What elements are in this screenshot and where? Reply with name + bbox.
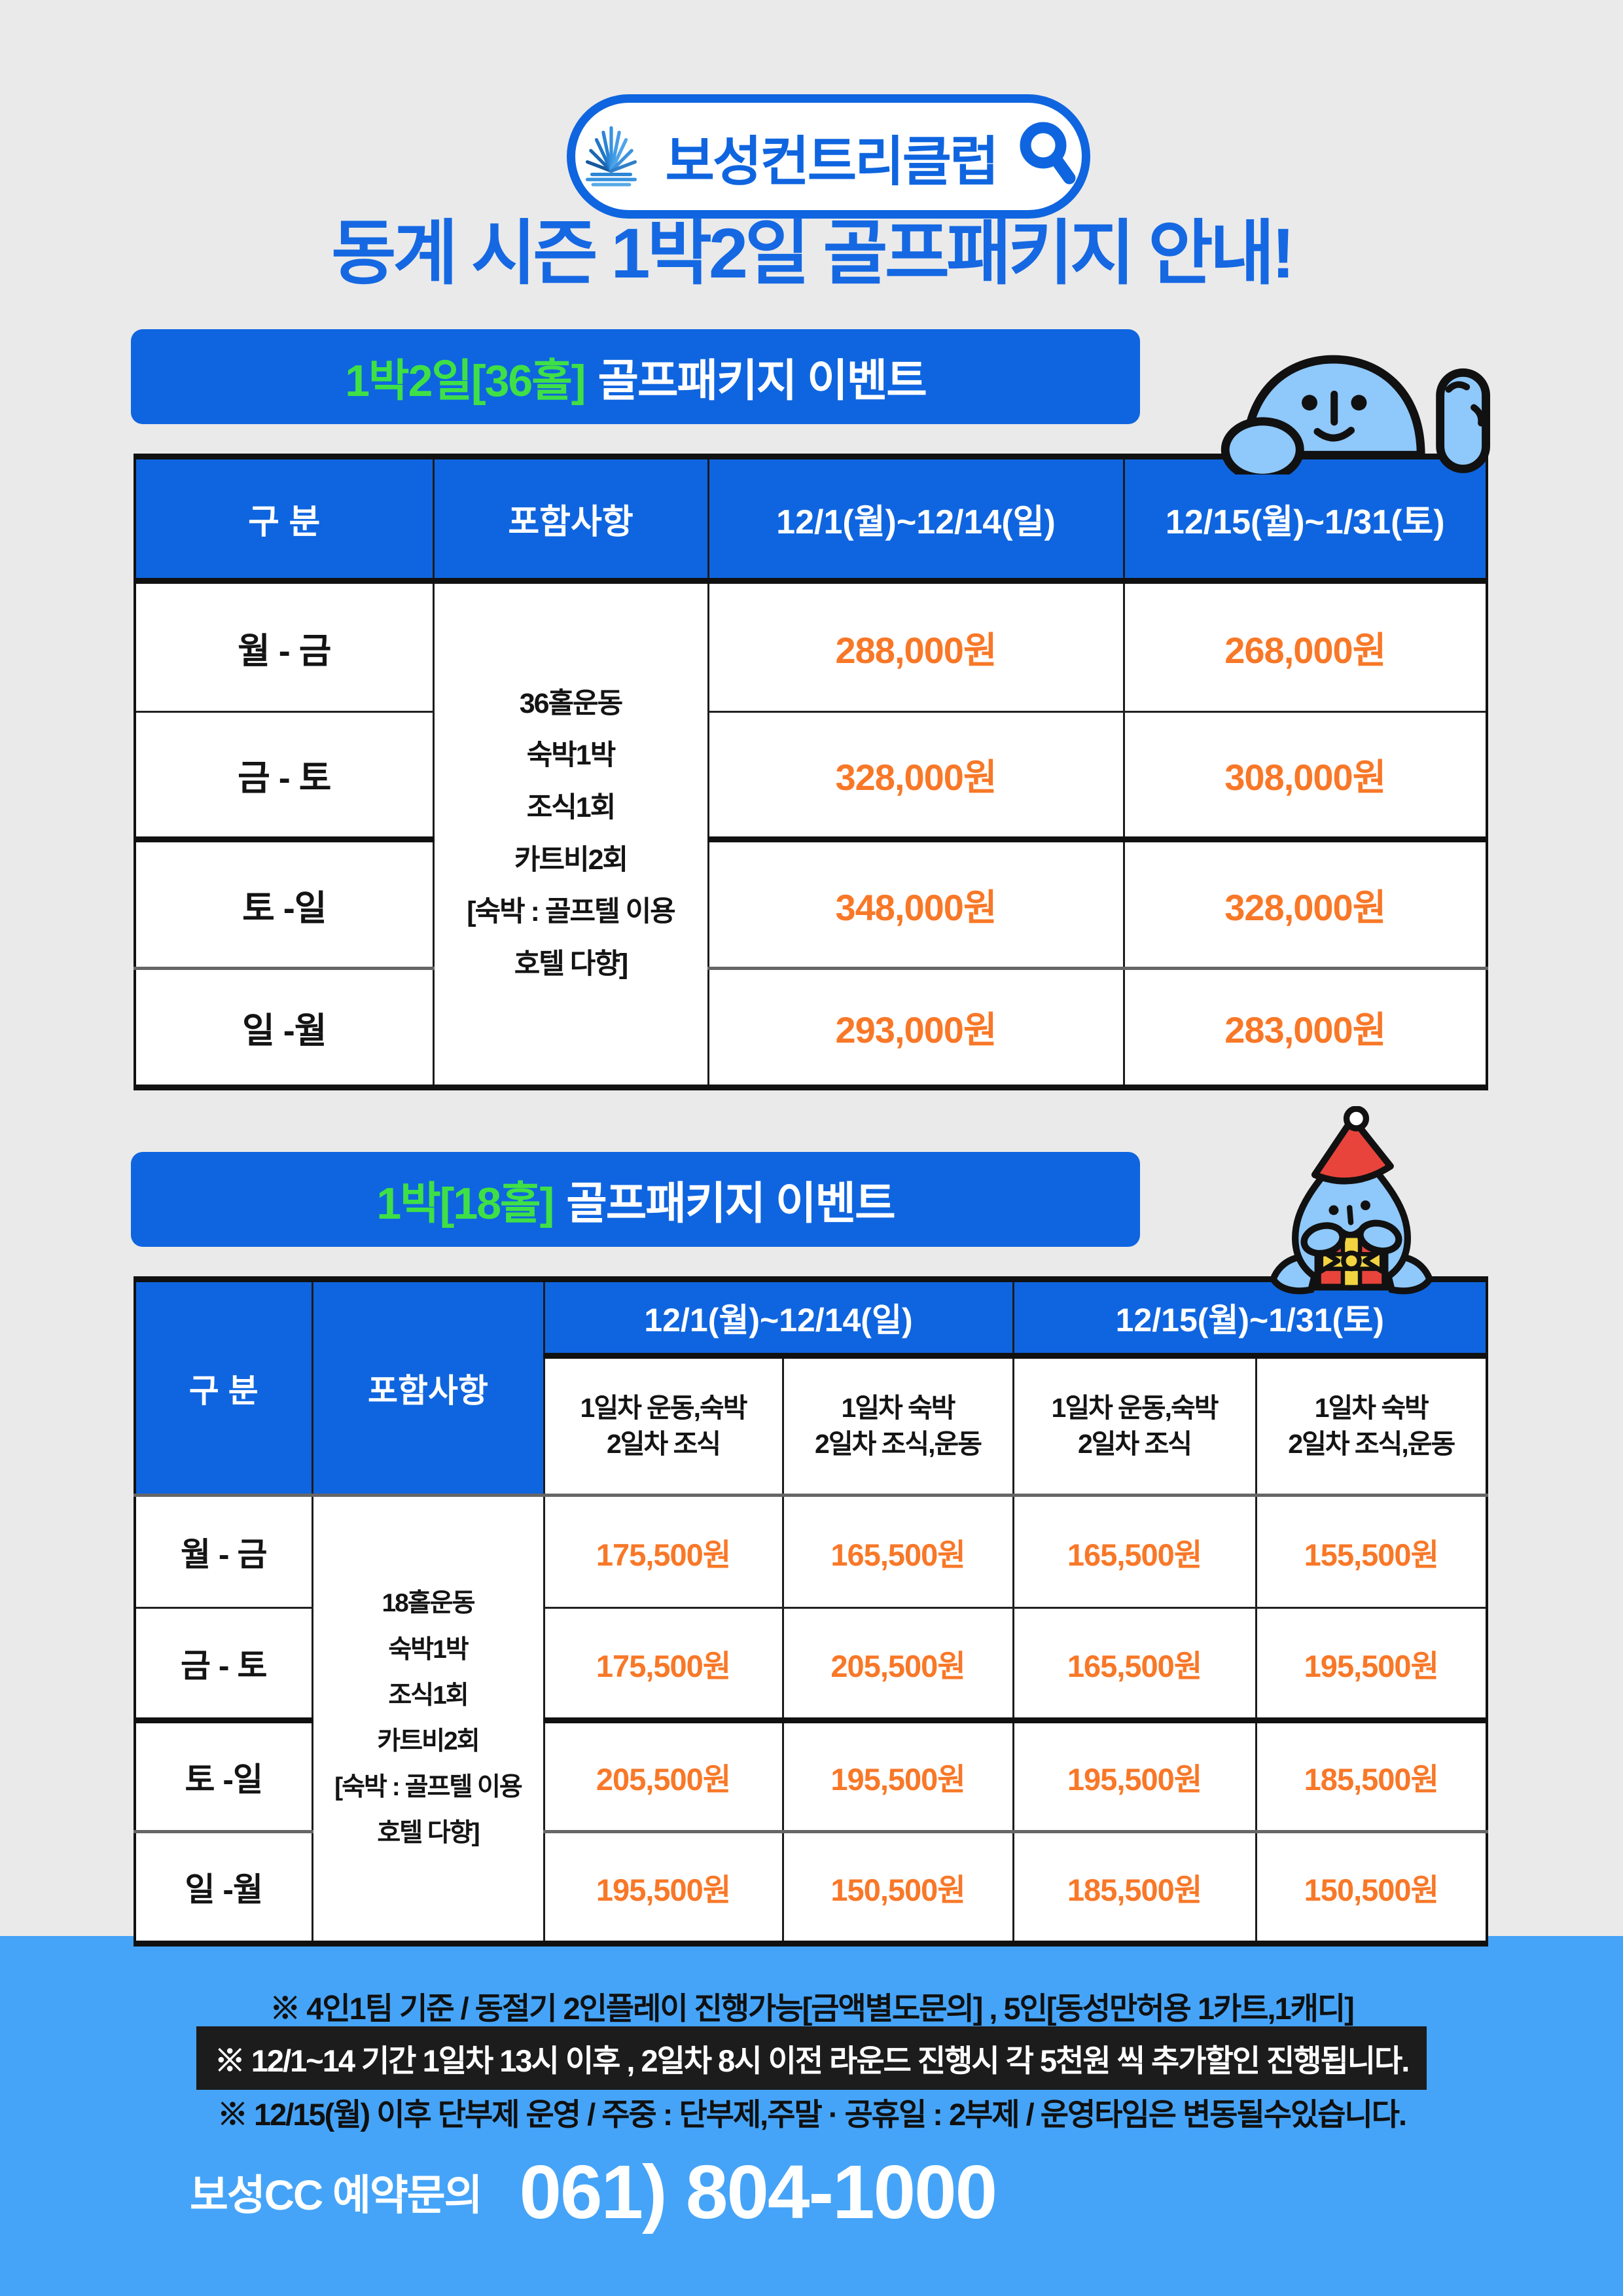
col-header-period1: 12/1(월)~12/14(일) <box>707 456 1125 584</box>
waving-blob-mascot-icon <box>1204 327 1505 482</box>
phone-number: 061) 804-1000 <box>519 2149 998 2234</box>
day-cell: 일 -월 <box>134 1831 313 1944</box>
section-36hole-header: 1박2일[36홀] 골프패키지 이벤트 <box>131 329 1140 424</box>
tea-tree-logo-icon <box>577 121 645 192</box>
price-cell: 150,500원 <box>781 1831 1014 1944</box>
price-cell: 348,000원 <box>707 839 1125 970</box>
table-row: 일 -월 293,000원 283,000원 <box>134 968 1488 1088</box>
section-18hole-badge: 1박[18홀] <box>376 1179 554 1229</box>
table-row: 월 - 금 36홀운동 숙박1박 조식1회 카트비2회 [숙박 : 골프텔 이용… <box>134 581 1488 1088</box>
section-18hole-label: 골프패키지 이벤트 <box>566 1179 895 1229</box>
day-cell: 금 - 토 <box>134 711 435 842</box>
price-cell: 195,500원 <box>1255 1607 1488 1723</box>
table-row: 금 - 토 328,000원 308,000원 <box>134 711 1488 842</box>
price-cell: 175,500원 <box>543 1607 784 1723</box>
footer-note-2-wrap: ※ 12/1~14 기간 1일차 13시 이후 , 2일차 8시 이전 라운드 … <box>0 2026 1623 2090</box>
col-header-period1: 12/1(월)~12/14(일) <box>543 1279 1014 1359</box>
sub-header-plan: 1일차 운동,숙박 2일차 조식 <box>1012 1355 1257 1497</box>
price-cell: 165,500원 <box>781 1495 1014 1609</box>
price-cell: 185,500원 <box>1012 1831 1257 1944</box>
sub-header-plan: 1일차 숙박 2일차 조식,운동 <box>1255 1355 1488 1497</box>
table-row: 월 - 금 18홀운동 숙박1박 조식1회 카트비2회 [숙박 : 골프텔 이용… <box>134 1495 1488 1945</box>
price-cell: 283,000원 <box>1122 968 1488 1088</box>
section-36hole-badge: 1박2일[36홀] <box>345 356 586 406</box>
price-cell: 175,500원 <box>543 1495 784 1609</box>
day-cell: 월 - 금 <box>134 1495 313 1609</box>
package-table-18hole: 구 분 포함사항 12/1(월)~12/14(일) 12/15(월)~1/31(… <box>134 1276 1488 1946</box>
page-title: 동계 시즌 1박2일 골프패키지 안내! <box>331 213 1295 293</box>
table-row: 일 -월 195,500원 150,500원 185,500원 150,500원 <box>134 1831 1488 1944</box>
price-cell: 195,500원 <box>1012 1720 1257 1833</box>
price-cell: 308,000원 <box>1122 711 1488 842</box>
day-cell: 토 -일 <box>134 1720 313 1833</box>
day-cell: 일 -월 <box>134 968 435 1088</box>
col-header-category: 구 분 <box>134 456 435 584</box>
santa-gift-blob-mascot-icon <box>1260 1105 1443 1299</box>
table-row: 토 -일 348,000원 328,000원 <box>134 839 1488 970</box>
included-items-cell: 18홀운동 숙박1박 조식1회 카트비2회 [숙박 : 골프텔 이용 호텔 다향… <box>311 1495 545 1945</box>
price-cell: 268,000원 <box>1122 581 1488 713</box>
package-table-36hole: 구 분 포함사항 12/1(월)~12/14(일) 12/15(월)~1/31(… <box>134 454 1488 1090</box>
day-cell: 월 - 금 <box>134 581 435 713</box>
price-cell: 205,500원 <box>543 1720 784 1833</box>
day-cell: 금 - 토 <box>134 1607 313 1723</box>
reservation-contact: 보성CC 예약문의 061) 804-1000 <box>190 2148 998 2236</box>
footer-note-3: ※ 12/15(월) 이후 단부제 운영 / 주중 : 단부제,주말 · 공휴일… <box>217 2097 1407 2132</box>
footer-note-1: ※ 4인1팀 기준 / 동절기 2인플레이 진행가능[금액별도문의] , 5인[… <box>270 1991 1355 2026</box>
included-items-cell: 36홀운동 숙박1박 조식1회 카트비2회 [숙박 : 골프텔 이용 호텔 다향… <box>432 581 709 1088</box>
phone-label: 보성CC 예약문의 <box>190 2172 482 2219</box>
section-18hole-header: 1박[18홀] 골프패키지 이벤트 <box>131 1152 1140 1247</box>
club-name: 보성컨트리클럽 <box>665 132 999 192</box>
price-cell: 205,500원 <box>781 1607 1014 1723</box>
price-cell: 195,500원 <box>781 1720 1014 1833</box>
price-cell: 165,500원 <box>1012 1607 1257 1723</box>
price-cell: 328,000원 <box>707 711 1125 842</box>
price-cell: 288,000원 <box>707 581 1125 713</box>
search-icon <box>1017 119 1080 194</box>
section-36hole-label: 골프패키지 이벤트 <box>597 356 927 406</box>
table-row: 토 -일 205,500원 195,500원 195,500원 185,500원 <box>134 1720 1488 1833</box>
price-cell: 293,000원 <box>707 968 1125 1088</box>
footer-blue-band <box>0 1936 1623 2296</box>
sub-header-plan: 1일차 운동,숙박 2일차 조식 <box>543 1355 784 1497</box>
sub-header-plan: 1일차 숙박 2일차 조식,운동 <box>781 1355 1014 1497</box>
col-header-category: 구 분 <box>134 1279 313 1497</box>
price-cell: 328,000원 <box>1122 839 1488 970</box>
price-cell: 165,500원 <box>1012 1495 1257 1609</box>
col-header-period2: 12/15(월)~1/31(토) <box>1122 456 1488 584</box>
col-header-included: 포함사항 <box>311 1279 545 1497</box>
table-row: 금 - 토 175,500원 205,500원 165,500원 195,500… <box>134 1607 1488 1723</box>
price-cell: 155,500원 <box>1255 1495 1488 1609</box>
footer-note-2-highlight: ※ 12/1~14 기간 1일차 13시 이후 , 2일차 8시 이전 라운드 … <box>196 2026 1427 2090</box>
price-cell: 150,500원 <box>1255 1831 1488 1944</box>
day-cell: 토 -일 <box>134 839 435 970</box>
price-cell: 185,500원 <box>1255 1720 1488 1833</box>
price-cell: 195,500원 <box>543 1831 784 1944</box>
col-header-included: 포함사항 <box>432 456 709 584</box>
